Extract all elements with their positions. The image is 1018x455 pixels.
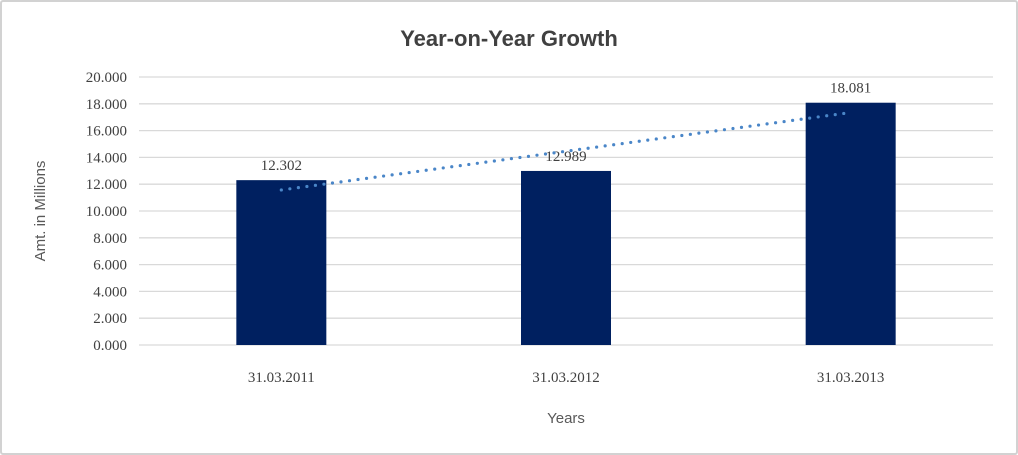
x-tick-label: 31.03.2012 bbox=[532, 370, 600, 386]
y-tick-label: 6.000 bbox=[93, 258, 127, 274]
plot-area: 0.000 2.000 4.000 6.000 8.000 10.000 12.000 14.… bbox=[86, 70, 993, 386]
y-tick-label: 14.000 bbox=[86, 150, 127, 166]
chart-title: Year-on-Year Growth bbox=[400, 26, 618, 51]
bar-data-label: 12.989 bbox=[545, 149, 586, 165]
y-tick-label: 12.000 bbox=[86, 177, 127, 193]
y-tick-label: 10.000 bbox=[86, 204, 127, 220]
y-tick-label: 0.000 bbox=[93, 338, 127, 354]
x-tick-label: 31.03.2013 bbox=[817, 370, 885, 386]
x-tick-label: 31.03.2011 bbox=[248, 370, 315, 386]
bar-data-label: 12.302 bbox=[261, 158, 302, 174]
bar bbox=[236, 180, 327, 345]
trendline bbox=[279, 110, 853, 192]
y-tick-label: 8.000 bbox=[93, 231, 127, 247]
y-axis-title: Amt. in Millions bbox=[32, 161, 49, 262]
x-axis-title: Years bbox=[547, 410, 585, 427]
bar bbox=[521, 170, 611, 345]
y-tick-label: 16.000 bbox=[86, 124, 127, 140]
y-tick-label: 18.000 bbox=[86, 97, 127, 113]
y-tick-label: 4.000 bbox=[93, 284, 127, 300]
bar-data-label: 18.081 bbox=[830, 81, 871, 97]
bar bbox=[805, 102, 896, 345]
y-tick-label: 2.000 bbox=[93, 311, 127, 327]
y-tick-label: 20.000 bbox=[86, 70, 127, 86]
